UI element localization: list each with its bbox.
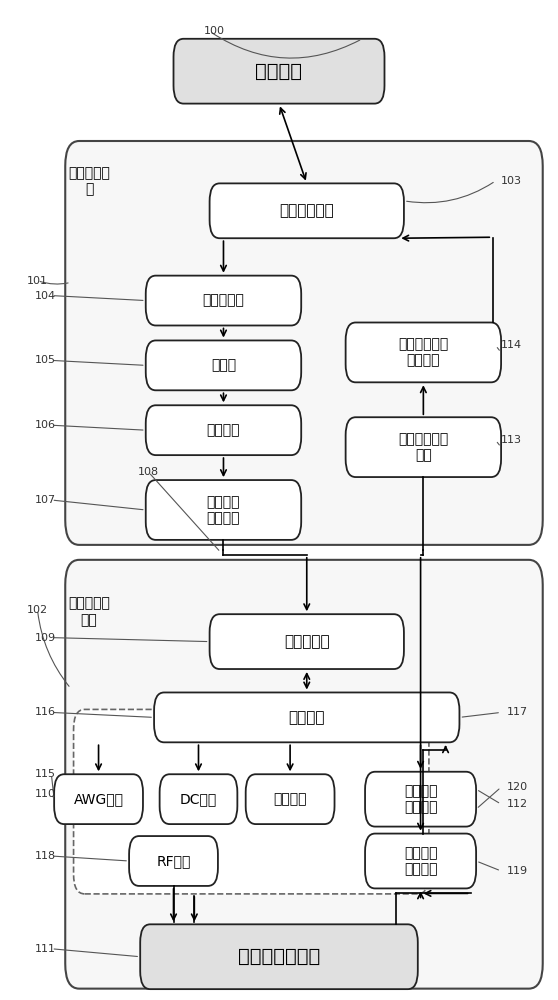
Text: 量子信息接收
模块: 量子信息接收 模块 <box>398 432 449 462</box>
Text: 103: 103 <box>501 176 522 186</box>
Text: 量子算法库: 量子算法库 <box>203 294 244 308</box>
FancyBboxPatch shape <box>154 692 459 742</box>
Text: 112: 112 <box>507 799 528 809</box>
Text: 量子处理器芯片: 量子处理器芯片 <box>238 947 320 966</box>
Text: 111: 111 <box>35 944 56 954</box>
FancyBboxPatch shape <box>146 340 301 390</box>
Text: 105: 105 <box>35 355 56 365</box>
FancyBboxPatch shape <box>160 774 237 824</box>
Text: 量子应用: 量子应用 <box>256 62 302 81</box>
Text: 测控信息
下发模块: 测控信息 下发模块 <box>206 495 240 525</box>
Text: 云接口模块: 云接口模块 <box>284 634 330 649</box>
Text: 110: 110 <box>35 789 56 799</box>
FancyBboxPatch shape <box>210 614 404 669</box>
Text: 108: 108 <box>137 467 158 477</box>
FancyBboxPatch shape <box>146 405 301 455</box>
Text: 控制模块: 控制模块 <box>273 792 307 806</box>
Text: 114: 114 <box>501 340 522 350</box>
Text: 数字化库: 数字化库 <box>206 423 240 437</box>
Text: AWG模块: AWG模块 <box>74 792 123 806</box>
FancyBboxPatch shape <box>174 39 384 104</box>
FancyBboxPatch shape <box>129 836 218 886</box>
FancyBboxPatch shape <box>345 417 501 477</box>
Text: 102: 102 <box>26 605 47 615</box>
Text: 104: 104 <box>35 291 56 301</box>
FancyBboxPatch shape <box>365 772 476 827</box>
FancyBboxPatch shape <box>210 183 404 238</box>
Text: 107: 107 <box>35 495 56 505</box>
Text: 118: 118 <box>35 851 56 861</box>
Text: 量子应用接口: 量子应用接口 <box>280 203 334 218</box>
FancyBboxPatch shape <box>246 774 335 824</box>
FancyBboxPatch shape <box>140 924 418 989</box>
Text: 116: 116 <box>35 707 56 717</box>
Text: 113: 113 <box>501 435 522 445</box>
Text: 120: 120 <box>507 782 528 792</box>
FancyBboxPatch shape <box>65 560 543 989</box>
Text: 第二量子信息
处理模块: 第二量子信息 处理模块 <box>398 337 449 368</box>
Text: 106: 106 <box>35 420 56 430</box>
Text: 109: 109 <box>35 633 56 643</box>
FancyBboxPatch shape <box>74 709 429 894</box>
Text: 101: 101 <box>26 276 47 286</box>
Text: 117: 117 <box>507 707 528 717</box>
Text: 缓存模块: 缓存模块 <box>288 710 325 725</box>
Text: 量子测控云
端: 量子测控云 端 <box>68 166 110 196</box>
Text: 100: 100 <box>204 26 225 36</box>
FancyBboxPatch shape <box>365 834 476 888</box>
Text: 115: 115 <box>35 769 56 779</box>
Text: DC模块: DC模块 <box>180 792 217 806</box>
FancyBboxPatch shape <box>54 774 143 824</box>
Text: 量子测控设
备端: 量子测控设 备端 <box>68 597 110 627</box>
FancyBboxPatch shape <box>65 141 543 545</box>
FancyBboxPatch shape <box>345 322 501 382</box>
FancyBboxPatch shape <box>146 480 301 540</box>
Text: 编译器: 编译器 <box>211 358 236 372</box>
Text: 119: 119 <box>507 866 528 876</box>
FancyBboxPatch shape <box>146 276 301 325</box>
Text: RF模块: RF模块 <box>156 854 191 868</box>
Text: 量子信号
采集模块: 量子信号 采集模块 <box>404 846 437 876</box>
Text: 量子信息
编码模块: 量子信息 编码模块 <box>404 784 437 814</box>
